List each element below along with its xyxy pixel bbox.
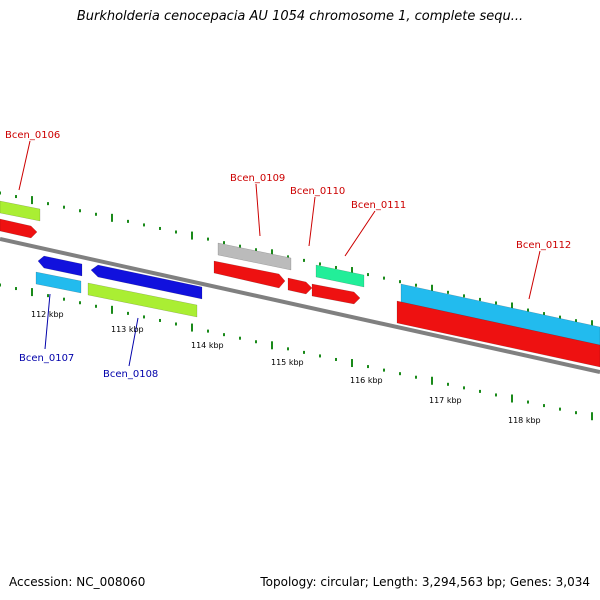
red-feature-bcen-0110[interactable] — [287, 277, 313, 295]
tick-track-upper — [0, 191, 593, 329]
grey-feature-bcen-0109[interactable] — [217, 242, 292, 271]
gene-label-bcen-0107[interactable]: Bcen_0107 — [19, 353, 74, 364]
scale-label-113: 113 kbp — [111, 325, 144, 334]
connector-bcen-0108 — [128, 317, 139, 367]
connector-bcen-0106 — [18, 140, 31, 191]
gene-label-bcen-0112[interactable]: Bcen_0112 — [516, 240, 571, 251]
map-title: Burkholderia cenocepacia AU 1054 chromos… — [76, 9, 524, 24]
scale-labels: 112 kbp 113 kbp 114 kbp 115 kbp 116 kbp … — [31, 310, 541, 425]
tick-track-lower — [0, 283, 593, 421]
connector-bcen-0107 — [44, 293, 51, 350]
cyan-feature-bcen-0112[interactable] — [400, 283, 600, 350]
gene-labels: Bcen_0106 Bcen_0107 Bcen_0108 Bcen_0109 … — [5, 130, 571, 380]
lime-feature-upper-left[interactable] — [0, 200, 41, 222]
red-feature-bcen-0109[interactable] — [213, 260, 286, 289]
scale-label-118: 118 kbp — [508, 416, 541, 425]
connector-bcen-0112 — [528, 250, 541, 300]
scale-label-112: 112 kbp — [31, 310, 64, 319]
blue-feature-bcen-0108[interactable] — [90, 264, 203, 300]
gene-label-bcen-0108[interactable]: Bcen_0108 — [103, 369, 158, 380]
red-feature-upper-left[interactable] — [0, 218, 38, 239]
blue-feature-bcen-0107[interactable] — [37, 255, 83, 277]
gene-label-bcen-0109[interactable]: Bcen_0109 — [230, 173, 285, 184]
gene-label-bcen-0111[interactable]: Bcen_0111 — [351, 200, 406, 211]
lime-feature-bcen-0108[interactable] — [87, 282, 198, 318]
green-feature-bcen-0111[interactable] — [315, 264, 365, 288]
topology-summary: Topology: circular; Length: 3,294,563 bp… — [260, 575, 590, 589]
label-connectors — [18, 140, 541, 367]
gene-label-bcen-0106[interactable]: Bcen_0106 — [5, 130, 60, 141]
cyan-feature-bcen-0107[interactable] — [35, 271, 82, 294]
accession-text: Accession: NC_008060 — [9, 575, 146, 589]
gene-label-bcen-0110[interactable]: Bcen_0110 — [290, 186, 345, 197]
scale-label-115: 115 kbp — [271, 358, 304, 367]
red-feature-bcen-0111[interactable] — [311, 283, 361, 305]
scale-label-116: 116 kbp — [350, 376, 383, 385]
red-feature-bcen-0112[interactable] — [396, 300, 600, 368]
connector-bcen-0110 — [308, 196, 316, 247]
feature-layer[interactable] — [0, 200, 600, 368]
connector-bcen-0111 — [344, 210, 376, 257]
scale-label-117: 117 kbp — [429, 396, 462, 405]
scale-label-114: 114 kbp — [191, 341, 224, 350]
chromosome-backbone — [0, 237, 600, 374]
connector-bcen-0109 — [255, 183, 261, 237]
